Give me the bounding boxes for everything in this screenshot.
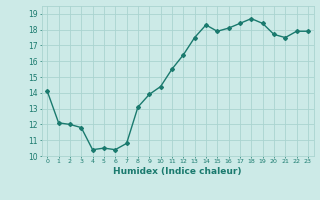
X-axis label: Humidex (Indice chaleur): Humidex (Indice chaleur)	[113, 167, 242, 176]
